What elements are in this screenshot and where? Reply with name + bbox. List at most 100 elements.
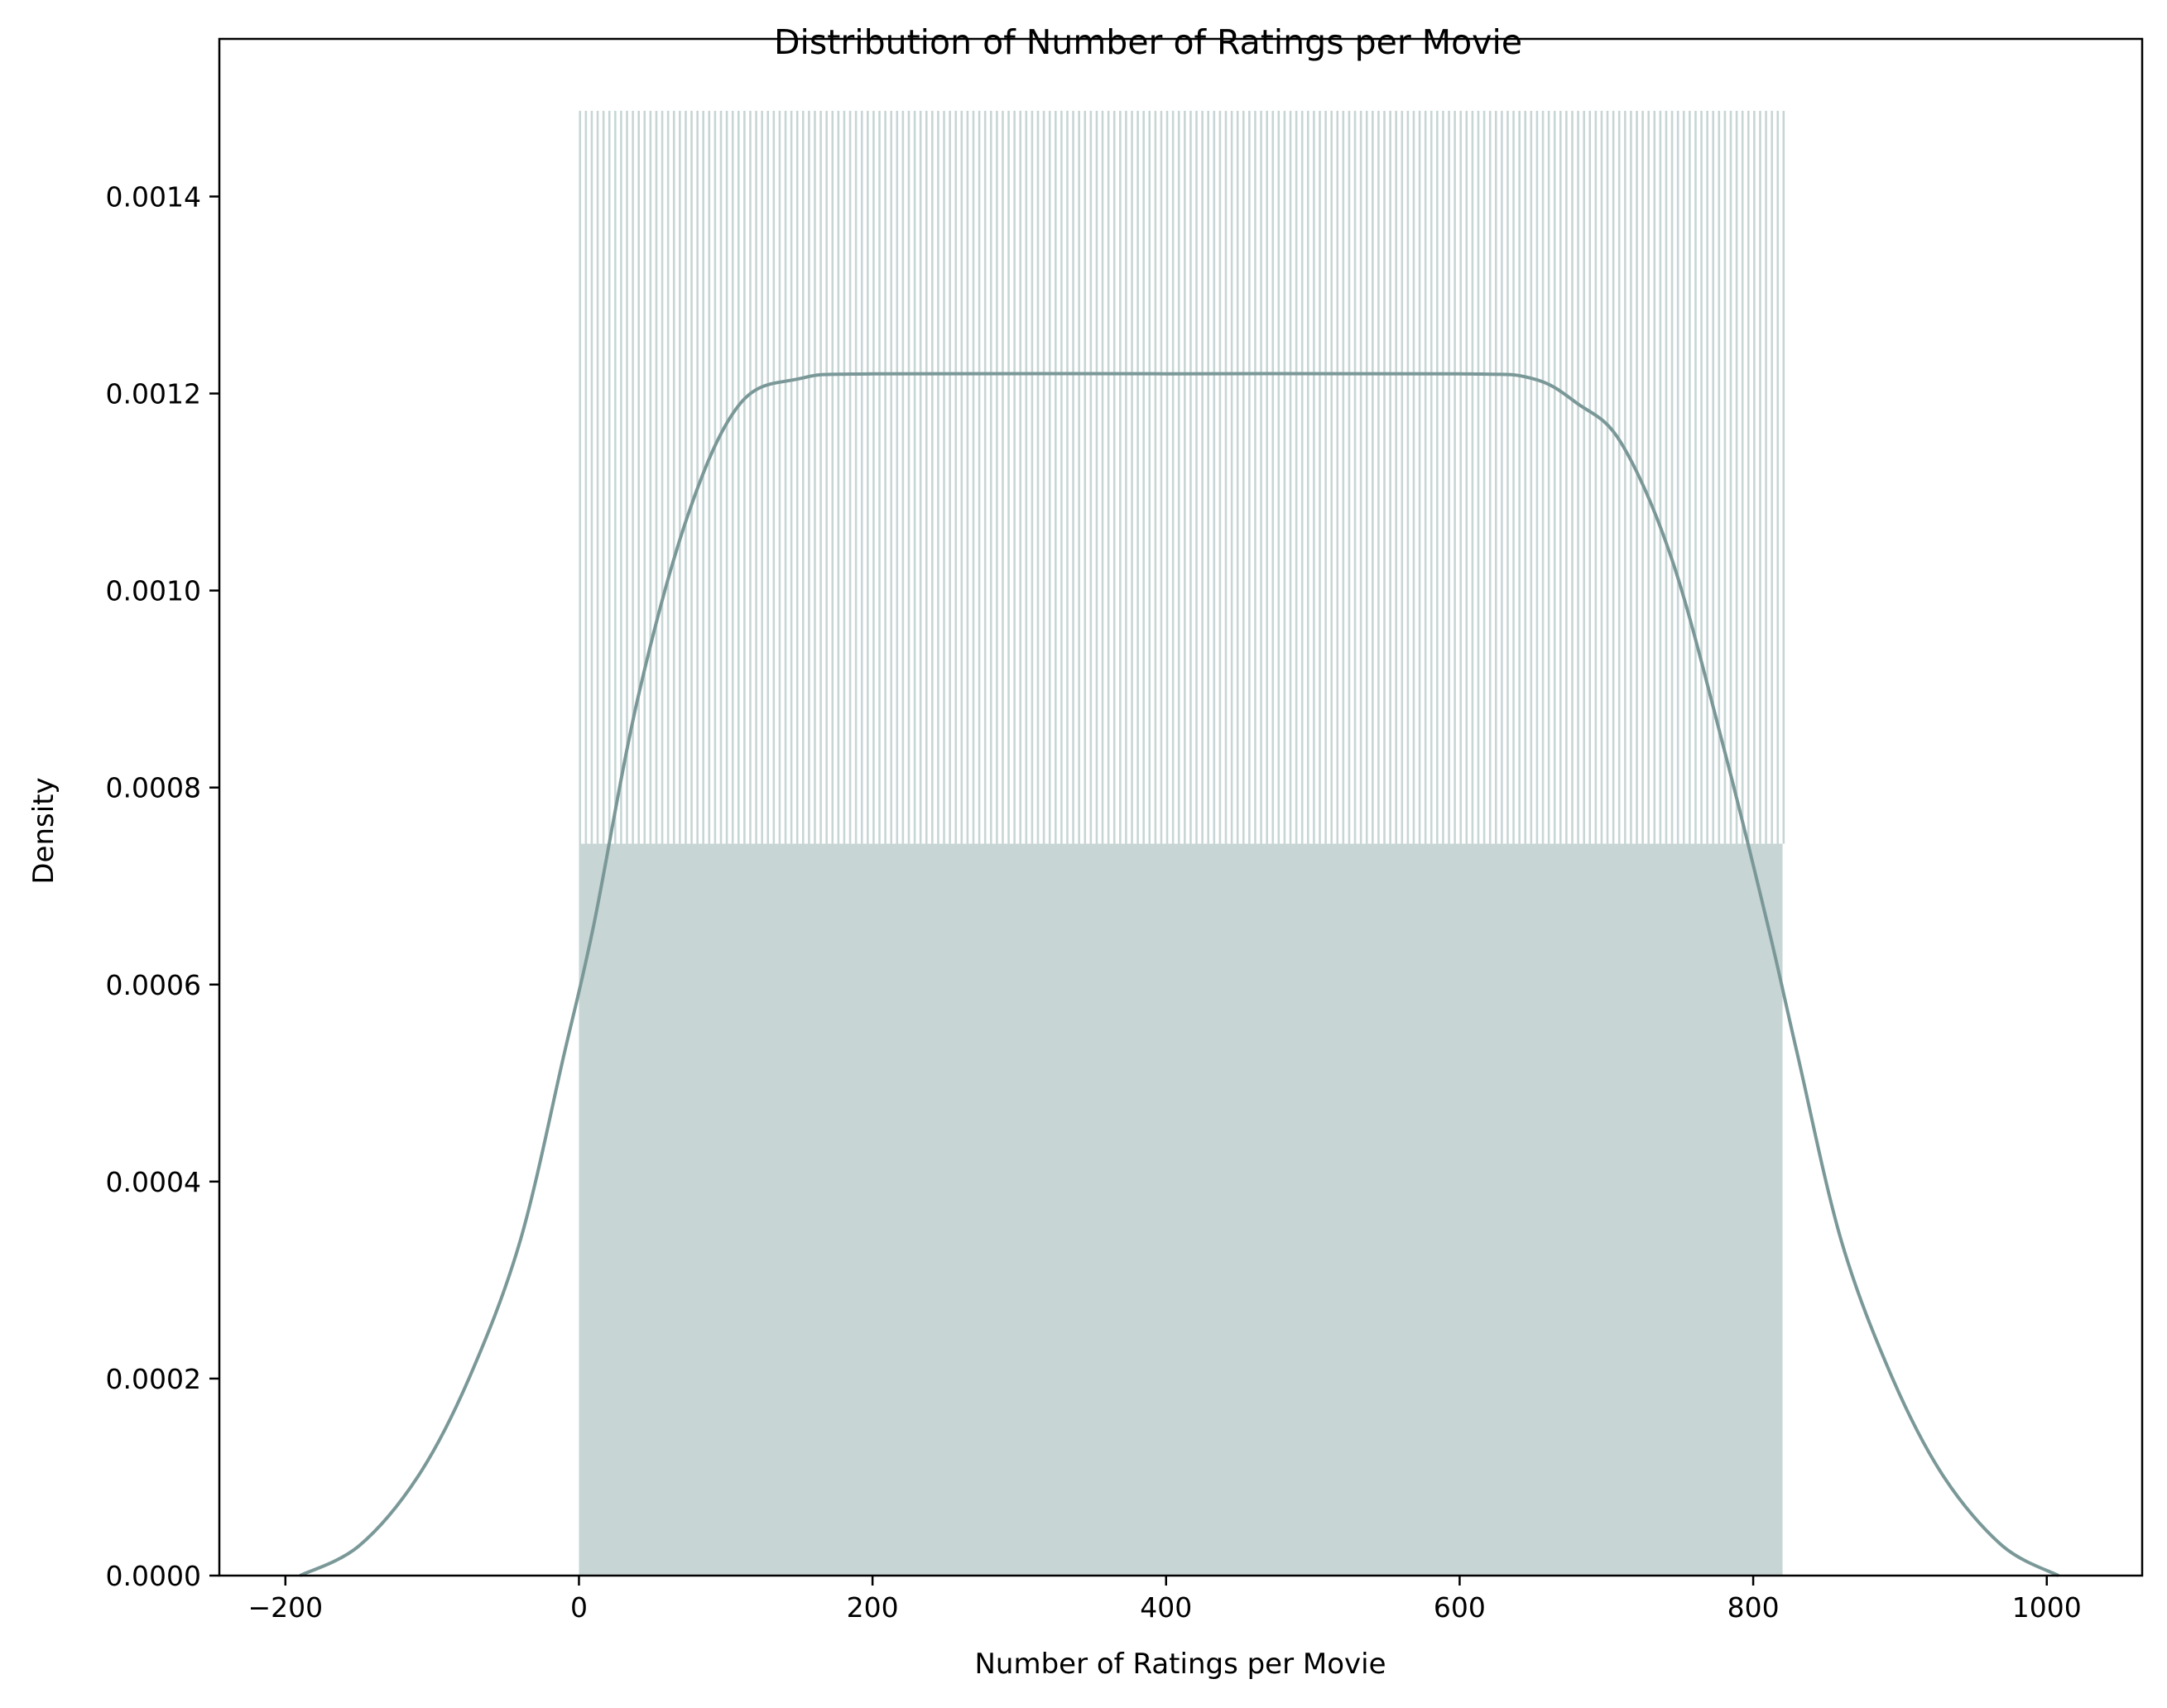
x-tick-label: 400	[1140, 1591, 1192, 1624]
histogram-bar	[1377, 110, 1380, 844]
histogram-bar	[1753, 110, 1756, 844]
histogram-bar	[1112, 110, 1116, 844]
histogram-bar	[1653, 110, 1656, 844]
histogram-bar	[649, 110, 652, 844]
histogram-bar	[1418, 110, 1421, 844]
x-tick-label: 200	[847, 1591, 899, 1624]
histogram-bar	[1630, 110, 1632, 844]
histogram-bar	[1759, 110, 1761, 844]
histogram-bar	[766, 110, 770, 844]
histogram-bar	[714, 110, 717, 844]
histogram-bar	[1741, 110, 1744, 844]
histogram-bar	[1125, 110, 1127, 844]
histogram-bar	[1160, 110, 1163, 844]
histogram-bar	[1171, 110, 1175, 844]
histogram-bar	[937, 110, 939, 844]
histogram-bar	[1307, 110, 1309, 844]
histogram-bar	[1078, 110, 1080, 844]
histogram-bar	[1606, 110, 1609, 844]
histogram-bar	[1107, 110, 1110, 844]
histogram-bar	[1236, 110, 1239, 844]
histogram-bar	[925, 110, 928, 844]
histogram-bar	[731, 110, 734, 844]
histogram-bar	[1776, 110, 1780, 844]
histogram-bar	[854, 110, 858, 844]
histogram-bar	[608, 110, 611, 844]
histogram-bar	[1248, 110, 1251, 844]
y-tick-label: 0.0012	[106, 378, 201, 410]
histogram-bar	[755, 110, 757, 844]
histogram-bar	[996, 110, 998, 844]
histogram-bar	[1723, 110, 1727, 844]
histogram-bar	[1577, 110, 1579, 844]
histogram-bar	[1189, 110, 1192, 844]
histogram-bar	[1617, 110, 1621, 844]
histogram-bar	[1365, 110, 1368, 844]
histogram-bar	[1612, 110, 1615, 844]
histogram-bar	[1013, 110, 1016, 844]
histogram-bar	[1524, 110, 1527, 844]
histogram-bar	[978, 110, 981, 844]
histogram-bar	[685, 110, 687, 844]
histogram-bar	[1735, 110, 1738, 844]
histogram-bar	[1295, 110, 1298, 844]
histogram-bar	[1442, 110, 1444, 844]
histogram-bar	[1565, 110, 1568, 844]
histogram-bar	[1624, 110, 1626, 844]
histogram-bar	[843, 110, 846, 844]
histogram-bar	[1553, 110, 1556, 844]
histogram-bar	[860, 110, 863, 844]
histogram-bar	[1283, 110, 1286, 844]
histogram-bar	[1594, 110, 1598, 844]
histogram-bar	[1313, 110, 1315, 844]
histogram-bar	[1429, 110, 1433, 844]
histogram-bar	[1395, 110, 1397, 844]
histogram-bar	[1165, 110, 1169, 844]
histogram-bar	[867, 110, 869, 844]
histogram-bar	[1372, 110, 1374, 844]
histogram-bar	[1289, 110, 1292, 844]
histogram-bar	[1401, 110, 1404, 844]
histogram-bar	[954, 110, 958, 844]
histogram-bar	[1119, 110, 1122, 844]
histogram-bar	[825, 110, 828, 844]
histogram-bar	[1665, 110, 1668, 844]
histogram-bar	[848, 110, 852, 844]
histogram-bar	[1207, 110, 1210, 844]
histogram-bar	[890, 110, 892, 844]
histogram-bar	[960, 110, 963, 844]
histogram-bar	[814, 110, 816, 844]
histogram-bar	[637, 110, 640, 844]
histogram-bar	[1700, 110, 1703, 844]
histogram-bar	[1747, 110, 1750, 844]
x-axis-label: Number of Ratings per Movie	[974, 1648, 1386, 1681]
histogram-bar	[1588, 110, 1592, 844]
histogram-bar	[1359, 110, 1362, 844]
histogram-bar	[1436, 110, 1439, 844]
histogram-bar	[1136, 110, 1139, 844]
histogram-bar	[1054, 110, 1057, 844]
x-axis-ticks: −200 0 200 400 600 800 1000	[247, 1576, 2082, 1624]
histogram-bar	[1682, 110, 1685, 844]
y-tick-label: 0.0008	[106, 772, 201, 804]
chart-title: Distribution of Number of Ratings per Mo…	[774, 22, 1522, 62]
histogram-bar	[1060, 110, 1063, 844]
histogram-bar	[1031, 110, 1034, 844]
histogram-bar	[1230, 110, 1233, 844]
histogram-bar	[719, 110, 723, 844]
histogram-bar	[1277, 110, 1280, 844]
y-axis-label: Density	[27, 777, 60, 884]
histogram-bar	[761, 110, 763, 844]
histogram-bar	[1424, 110, 1427, 844]
histogram-bar	[1007, 110, 1010, 844]
histogram-bar	[1224, 110, 1228, 844]
histogram-bar	[655, 110, 658, 844]
histogram-bar	[590, 110, 593, 844]
y-tick-label: 0.0006	[106, 969, 201, 1001]
histogram-bar	[1518, 110, 1521, 844]
histogram-bar	[896, 110, 899, 844]
y-axis-ticks: 0.0000 0.0002 0.0004 0.0006 0.0008 0.0010 0.00…	[106, 180, 219, 1592]
histogram-bar	[1089, 110, 1093, 844]
histogram-bar	[1488, 110, 1492, 844]
